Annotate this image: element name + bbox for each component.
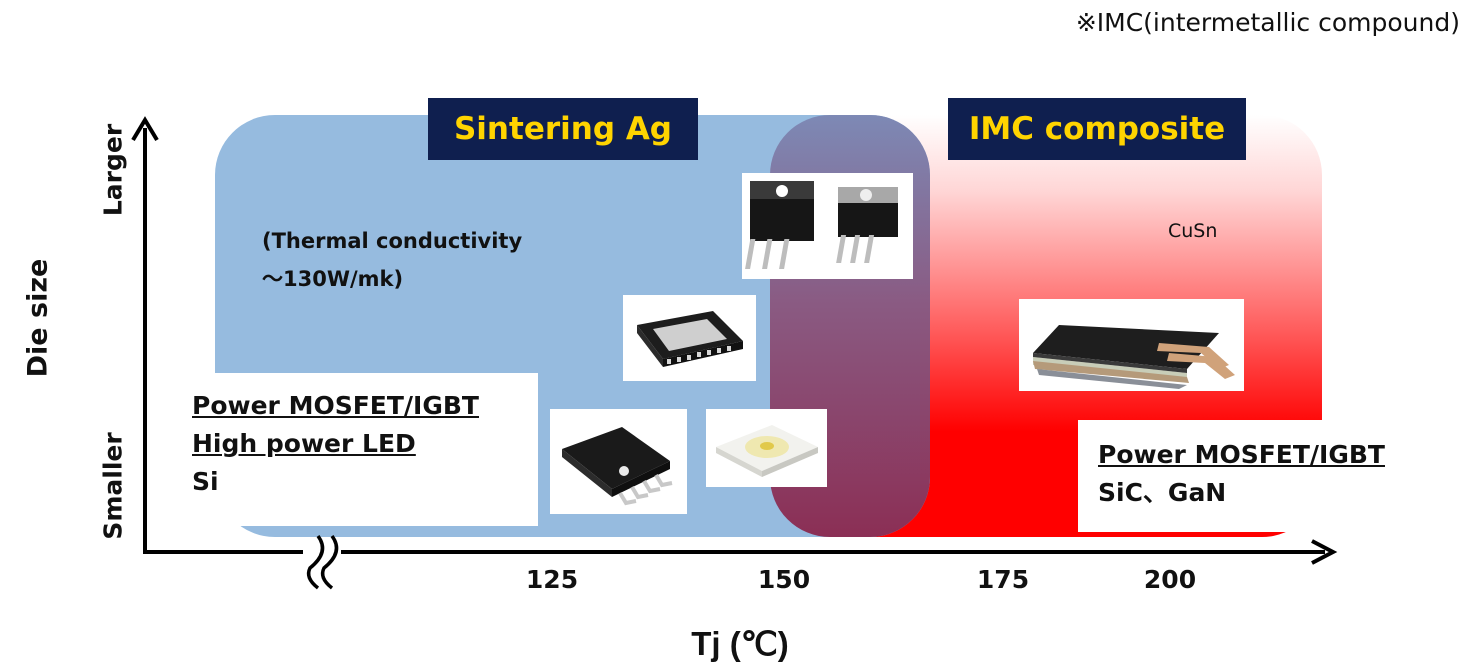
to220-package-icon: [742, 173, 913, 279]
left-application-box: Power MOSFET/IGBT High power LED Si: [178, 373, 538, 526]
x-axis-arrow: [1311, 539, 1338, 565]
qfn-package-icon: [623, 295, 756, 381]
thermal-conductivity-note: (Thermal conductivity ～130W/mk): [262, 222, 522, 298]
y-axis-arrow: [131, 116, 159, 142]
thermal-conductivity-line2: ～130W/mk): [262, 267, 404, 291]
x-tick-175: 175: [976, 565, 1030, 594]
x-tick-200: 200: [1143, 565, 1197, 594]
left-app-line1: Power MOSFET/IGBT: [192, 391, 479, 420]
footnote: ※IMC(intermetallic compound): [1075, 8, 1460, 37]
right-application-box: Power MOSFET/IGBT SiC、GaN: [1078, 420, 1430, 532]
sintering-ag-title: Sintering Ag: [428, 98, 698, 160]
axis-break-icon: [303, 534, 341, 590]
right-app-line2: SiC、GaN: [1098, 478, 1227, 507]
imc-composite-title: IMC composite: [948, 98, 1246, 160]
y-label-smaller: Smaller: [98, 432, 128, 540]
stacked-module-icon: [1019, 299, 1244, 391]
sop-package-icon: [550, 409, 687, 514]
x-tick-125: 125: [525, 565, 579, 594]
y-label-larger: Larger: [98, 123, 128, 217]
thermal-conductivity-line1: (Thermal conductivity: [262, 229, 523, 253]
x-axis-title: Tj (℃): [691, 625, 789, 662]
led-package-icon: [706, 409, 827, 487]
cusn-label: CuSn: [1168, 220, 1218, 242]
right-app-line1: Power MOSFET/IGBT: [1098, 440, 1385, 469]
left-app-line3: Si: [192, 467, 219, 496]
y-axis-title: Die size: [22, 258, 54, 378]
left-app-line2: High power LED: [192, 429, 416, 458]
x-tick-150: 150: [757, 565, 811, 594]
